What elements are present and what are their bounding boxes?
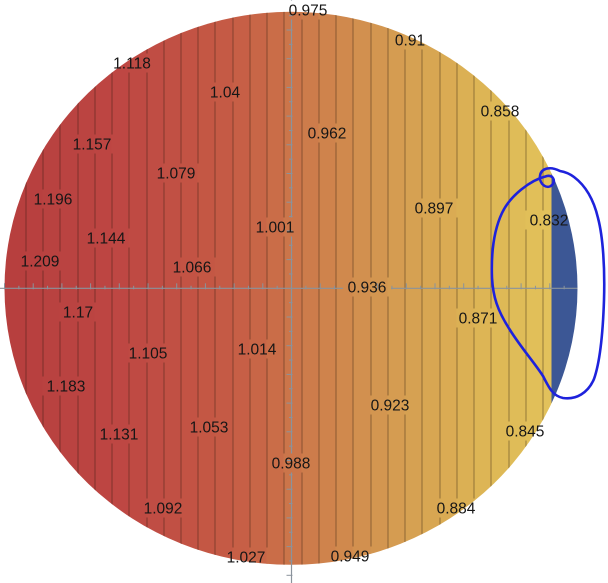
contour-band [146, 11, 165, 565]
contour-label: 1.027 [227, 550, 266, 567]
contour-label: 0.988 [272, 456, 311, 473]
contour-band [508, 11, 527, 565]
contour-band [266, 11, 285, 565]
contour-label: 1.17 [63, 305, 93, 322]
contour-label: 1.066 [173, 260, 212, 277]
contour-label: 1.04 [210, 85, 241, 102]
contour-band [473, 11, 492, 565]
contour-label: 0.832 [530, 213, 569, 230]
contour-band [335, 11, 354, 565]
contour-band [404, 11, 423, 565]
contour-band [59, 11, 79, 565]
contour-label: 0.845 [506, 424, 545, 441]
contour-label: 0.858 [481, 104, 520, 121]
contour-label: 1.014 [238, 342, 277, 359]
contour-label: 1.196 [34, 192, 73, 209]
contour-label: 0.962 [308, 126, 347, 143]
contour-label: 0.975 [289, 3, 328, 20]
contour-label: 1.001 [256, 220, 295, 237]
contour-labels: 1.209 1.196 1.183 1.17 1.157 1.144 1.131 1.118 1… [21, 3, 569, 567]
contour-label: 0.884 [437, 501, 476, 518]
contour-band [370, 11, 389, 565]
axes [0, 0, 578, 583]
contour-label: 1.209 [21, 254, 60, 271]
contour-label: 1.118 [113, 56, 151, 73]
contour-band [318, 11, 337, 565]
contour-band [352, 11, 372, 565]
contour-label: 1.092 [144, 501, 183, 518]
contour-band [421, 11, 441, 565]
contour-band [249, 11, 268, 565]
contour-band [301, 11, 320, 565]
contour-label: 0.949 [331, 549, 370, 566]
contour-band [42, 11, 61, 565]
contour-band [128, 11, 148, 565]
contour-label: 0.91 [395, 33, 425, 50]
contour-band [4, 11, 27, 565]
contour-label: 1.105 [129, 346, 168, 363]
contour-band [77, 11, 96, 565]
contour-label: 0.936 [348, 280, 387, 297]
contour-band [387, 11, 406, 565]
contour-band [111, 11, 130, 565]
contour-label: 1.131 [100, 427, 139, 444]
contour-band [525, 11, 544, 565]
contour-band [180, 11, 199, 565]
contour-label: 0.871 [459, 311, 498, 328]
contour-band [542, 11, 552, 565]
contour-band [94, 11, 113, 565]
contour-label: 1.157 [73, 137, 112, 154]
contour-band [25, 11, 44, 565]
contour-band [283, 11, 303, 565]
contour-band [163, 11, 182, 565]
contour-label: 1.079 [157, 166, 196, 183]
blue-low-band [551, 11, 578, 565]
contour-label: 1.144 [87, 231, 126, 248]
freehand-annotation-loop [490, 166, 606, 400]
contour-label: 0.923 [371, 398, 410, 415]
contour-label: 1.183 [47, 379, 86, 396]
contour-label: 1.053 [190, 420, 229, 437]
contour-label: 0.897 [415, 201, 454, 218]
contour-band [456, 11, 475, 565]
contour-band [439, 11, 458, 565]
